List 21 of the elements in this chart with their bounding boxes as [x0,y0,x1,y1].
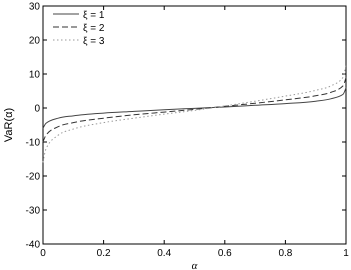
line-series [42,87,346,129]
legend-label: ξ = 3 [83,36,105,47]
x-tick-label: 0.4 [157,248,172,259]
x-tick-label: 1 [343,248,350,259]
line-series [42,63,346,163]
y-tick-label: -40 [26,240,40,250]
y-tick-label: -10 [26,138,40,148]
x-tick-label: 0.8 [278,248,293,259]
legend-label: ξ = 1 [83,10,105,21]
y-tick-label: -30 [26,206,40,216]
y-tick-label: 30 [28,2,40,12]
legend-label: ξ = 2 [83,23,105,34]
y-tick-label: 0 [34,104,40,114]
line-series [42,76,346,142]
x-axis-title: α [192,260,198,270]
y-tick-label: -20 [26,172,40,182]
x-tick-label: 0.6 [218,248,232,259]
y-tick-label: 20 [28,36,40,46]
x-tick-label: 0.2 [96,248,111,259]
y-tick-label: 10 [28,70,40,80]
y-axis-title: VaR(α) [3,108,15,142]
